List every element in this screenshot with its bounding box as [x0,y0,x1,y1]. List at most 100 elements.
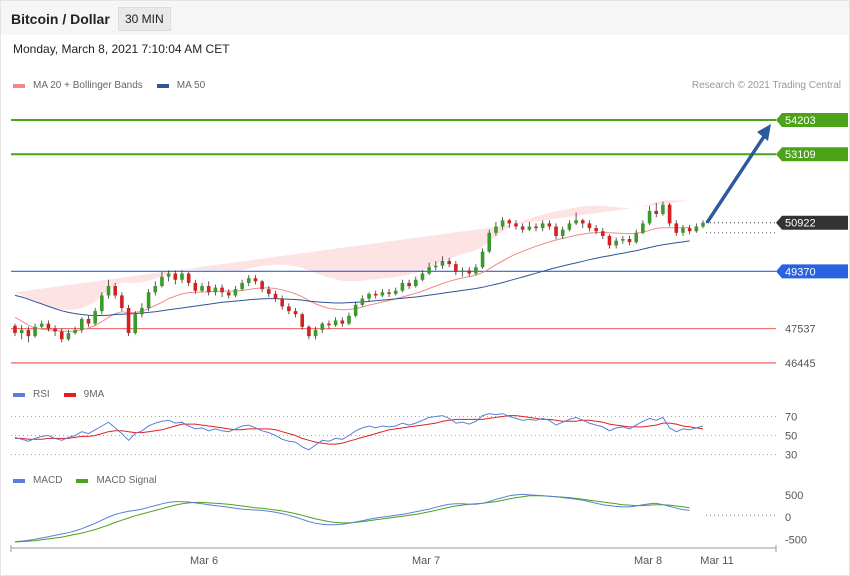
candle-body [59,331,64,340]
candle-body [387,292,391,294]
candle [641,220,645,235]
candle [514,220,518,230]
candle-body [206,286,211,293]
price-level-49370: 49370 [11,264,848,279]
candle [253,275,258,285]
candle-body [153,286,158,293]
candle-body [73,329,77,334]
candle-body [146,292,151,308]
candle-body [100,295,104,312]
level-tag [776,147,848,162]
candle-body [273,293,278,299]
price-level-53109: 53109 [11,147,848,162]
candle [393,287,398,296]
rsi-level-label: 30 [785,450,797,462]
price-level-46445: 46445 [11,358,816,370]
copyright-note: Research © 2021 Trading Central [691,80,841,91]
legend-label: 9MA [83,389,105,400]
candle [681,224,685,236]
candle [353,301,358,318]
candle [467,267,472,277]
candle [554,223,558,240]
candle [13,323,17,337]
candle [407,279,411,290]
candle-body [654,210,659,215]
candle [120,292,124,312]
candle [300,312,305,330]
candle-body [574,220,578,224]
candle [480,248,485,269]
candle [447,257,451,268]
macd-tick-label: 0 [785,512,791,524]
candle-body [166,273,171,277]
candle [193,279,198,294]
candle-body [407,282,411,287]
candle [587,220,592,232]
candle-body [580,220,585,224]
candle-body [434,265,438,268]
candle-body [400,282,405,291]
candle-body [39,323,44,327]
candle-body [246,278,251,283]
candle [160,271,164,288]
candle-body [106,286,111,296]
candle [213,284,218,296]
price-level-50922: 50922 [706,215,848,230]
interval-selector[interactable]: 30 MIN [118,7,171,31]
candle-body [360,298,365,305]
candle-body [494,226,498,233]
candle-body [634,232,639,243]
candle [240,279,244,291]
candle-body [701,222,705,227]
candle [26,326,31,343]
candle-body [19,329,24,334]
candle [153,281,158,296]
legend-swatch [13,392,25,397]
candle [126,304,131,337]
candle [694,223,699,233]
candle-body [627,239,632,243]
candle [226,289,231,299]
candle [420,270,425,282]
candle [19,325,24,340]
candle-body [307,326,311,337]
candle [66,329,71,341]
candle [507,218,512,229]
candle [313,326,318,340]
candle [260,279,264,293]
candle-body [460,270,465,272]
candle [701,220,705,229]
timestamp: Monday, March 8, 2021 7:10:04 AM CET [13,42,230,56]
candle-body [327,323,331,326]
candle [621,235,625,244]
candle-body [373,293,378,296]
candle-body [267,289,271,294]
candle-body [681,228,685,233]
bollinger-band [15,200,690,310]
candle-body [293,311,298,315]
candle-body [527,226,532,230]
candle-body [133,314,138,334]
candle [567,220,572,232]
candle [687,224,692,235]
candle [494,221,498,236]
candle [400,279,405,293]
candle-body [86,318,91,324]
candle [380,289,385,298]
candle-body [320,323,325,330]
candle-body [173,273,178,280]
candle [86,315,91,327]
candle [654,203,659,218]
candle-body [240,282,244,290]
legend-label: RSI [33,389,50,400]
candle-body [213,287,218,293]
level-label: 47537 [785,324,816,336]
candle-body [13,325,17,334]
candle [293,307,298,318]
candle [500,217,505,230]
candle [246,275,251,287]
candle-body [540,223,545,229]
candle [206,281,211,296]
candle-body [454,264,458,272]
candle [460,267,465,277]
